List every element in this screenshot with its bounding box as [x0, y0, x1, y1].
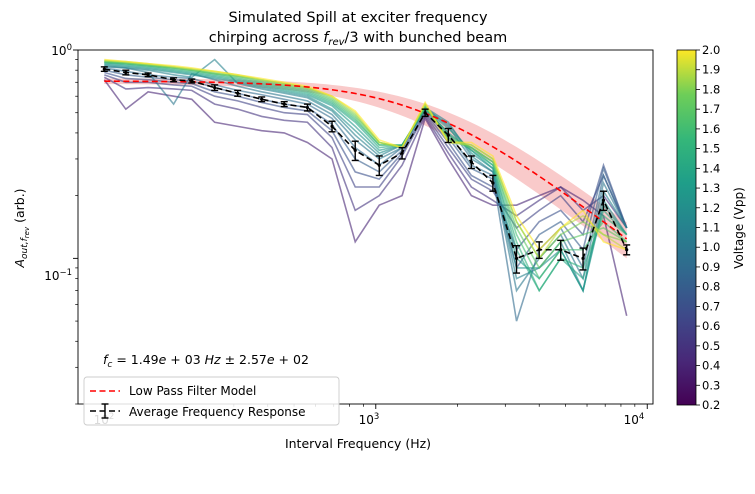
colorbar-ticks: 0.2 0.3 0.4 0.5 0.6 0.7 0.8 0.9 1.0 1.1 1.2 1.3 1.4 1…: [696, 43, 720, 412]
y-tick-label-0.1: 10−1: [44, 268, 72, 283]
average-response-point: [122, 69, 130, 76]
colorbar-tick-label: 0.2: [702, 398, 720, 412]
average-response-point: [398, 146, 406, 160]
average-response-line: [104, 68, 628, 260]
colorbar-tick-label: 2.0: [702, 43, 720, 57]
colorbar-tick-label: 0.6: [702, 319, 720, 333]
average-response-point: [303, 103, 311, 112]
average-response-point: [328, 120, 336, 133]
average-response-point: [280, 100, 288, 108]
average-response-point: [557, 239, 565, 261]
x-axis-label: Interval Frequency (Hz): [285, 436, 431, 451]
average-response-point: [467, 155, 475, 170]
average-response-point: [170, 77, 178, 83]
cutoff-annotation: fc = 1.49e + 03 Hz ± 2.57e + 02: [103, 352, 309, 370]
colorbar-tick-label: 1.6: [702, 122, 720, 136]
voltage-trace-0.8: [104, 69, 628, 270]
average-response-point: [375, 155, 383, 177]
average-response-point: [351, 140, 359, 162]
colorbar-tick-label: 0.3: [702, 378, 720, 392]
average-response-point: [600, 190, 608, 212]
colorbar-tick-label: 1.0: [702, 240, 720, 254]
colorbar-gradient: [676, 49, 697, 406]
average-response-point: [535, 241, 543, 260]
low-pass-model-line: [104, 80, 628, 240]
average-response-point: [188, 78, 196, 84]
colorbar-tick-label: 1.7: [702, 102, 720, 116]
voltage-trace-0.5: [103, 76, 628, 229]
average-response-point: [421, 108, 429, 118]
x-tick-label-1000: 103: [359, 412, 380, 427]
legend-avg-label: Average Frequency Response: [129, 405, 306, 419]
colorbar-tick-label: 1.5: [702, 142, 720, 156]
average-response-point: [144, 72, 152, 78]
voltage-trace-2.0: [104, 58, 627, 252]
colorbar-tick-label: 0.7: [702, 299, 720, 313]
y-tick-label-1: 100: [51, 43, 72, 58]
colorbar-tick-label: 1.3: [702, 181, 720, 195]
colorbar: 0.2 0.3 0.4 0.5 0.6 0.7 0.8 0.9 1.0 1.1 1.2 1.3 1.4 1…: [676, 43, 746, 412]
colorbar-tick-label: 1.4: [702, 161, 720, 175]
colorbar-tick-label: 1.1: [702, 221, 720, 235]
colorbar-tick-label: 0.5: [702, 339, 720, 353]
average-response-point: [489, 174, 497, 192]
low-pass-model-band: [104, 78, 627, 259]
chart-title-line2: chirping across frev/3 with bunched beam: [209, 30, 508, 48]
voltage-traces: [103, 58, 628, 322]
colorbar-label: Voltage (Vpp): [732, 187, 746, 269]
colorbar-tick-label: 0.4: [702, 359, 720, 373]
y-axis-label: Aout,frev (arb.): [12, 188, 31, 268]
voltage-trace-0.6: [104, 74, 628, 230]
average-response-point: [513, 245, 521, 274]
legend-box: [83, 376, 340, 426]
chart-title-line1: Simulated Spill at exciter frequency: [228, 10, 487, 26]
average-response-point: [579, 247, 587, 271]
average-response-point: [100, 66, 108, 73]
legend-lpf-label: Low Pass Filter Model: [129, 384, 256, 398]
colorbar-tick-label: 0.8: [702, 280, 720, 294]
voltage-trace-1.9: [104, 59, 628, 260]
average-response-errorbars: [100, 66, 631, 274]
average-response-point: [211, 84, 219, 92]
x-tick-label-10000: 104: [624, 412, 645, 427]
plot-frame: [77, 49, 654, 405]
colorbar-tick-label: 1.9: [702, 63, 720, 77]
colorbar-tick-label: 1.2: [702, 201, 720, 215]
voltage-trace-0.4: [103, 79, 628, 316]
average-response-point: [444, 127, 452, 144]
colorbar-tick-label: 1.8: [702, 82, 720, 96]
colorbar-tick-label: 0.9: [702, 260, 720, 274]
average-response-point: [623, 244, 631, 256]
average-response-point: [258, 96, 266, 103]
legend: Low Pass Filter Model Average Frequency …: [83, 376, 340, 426]
plot-area: [100, 58, 631, 322]
average-response-point: [234, 89, 242, 97]
voltage-trace-1.2: [104, 63, 628, 293]
